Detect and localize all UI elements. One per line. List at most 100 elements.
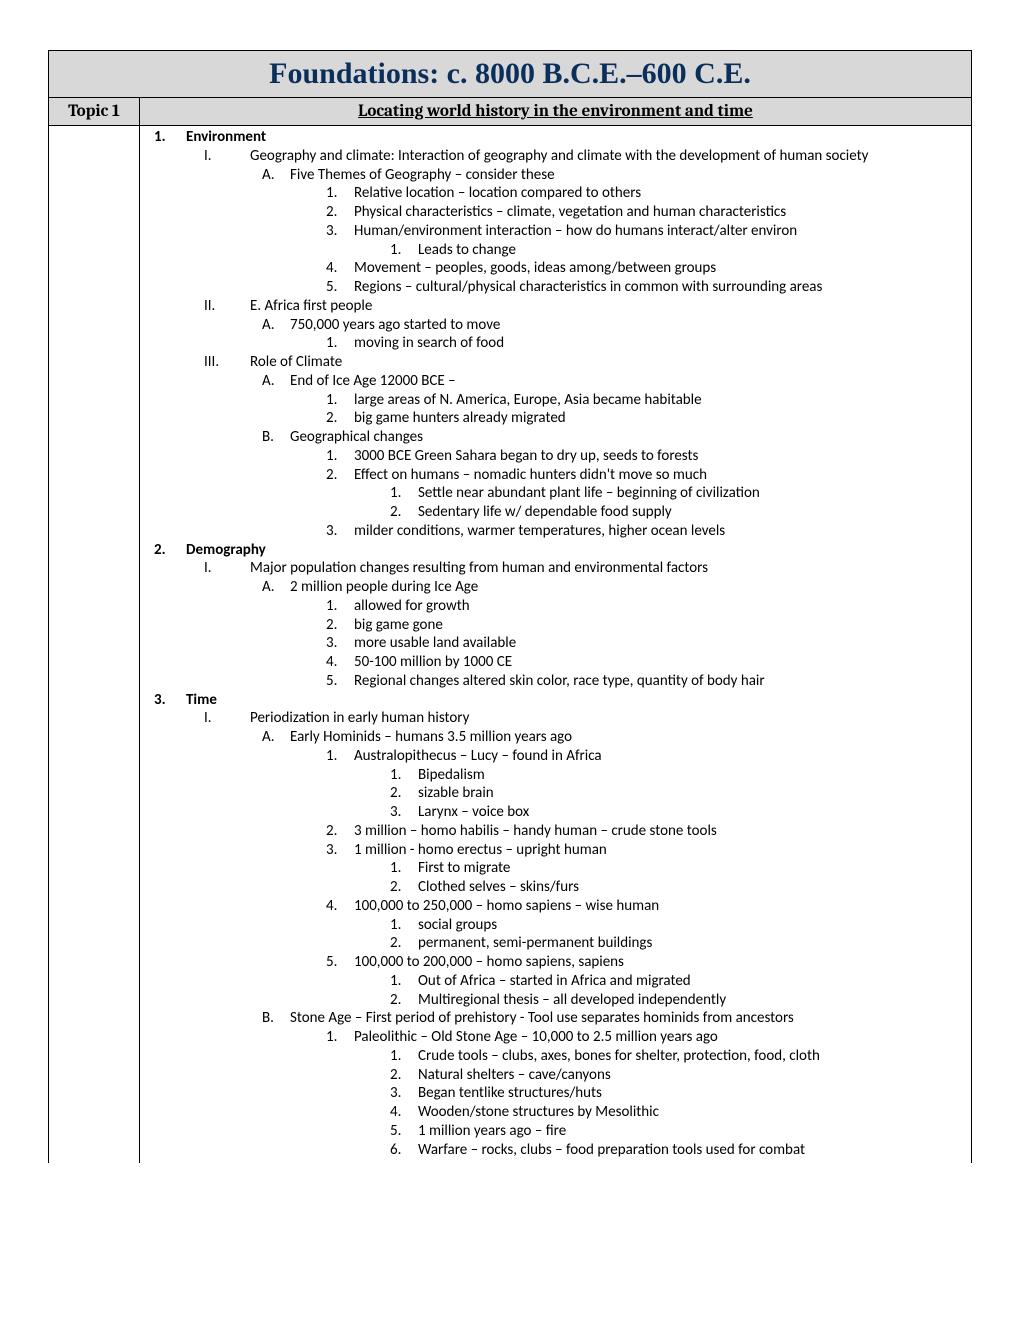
outline-marker: 1. [326, 1028, 337, 1047]
outline-text: End of Ice Age 12000 BCE – [290, 372, 456, 390]
outline-item: 3. milder conditions, warmer temperatures… [290, 522, 963, 541]
outline-text: 100,000 to 250,000 – homo sapiens – wise… [354, 897, 659, 915]
outline-text: Role of Climate [250, 353, 342, 371]
outline-text: Effect on humans – nomadic hunters didn'… [354, 466, 707, 484]
outline-text: Crude tools – clubs, axes, bones for she… [418, 1047, 820, 1065]
outline-text: 3000 BCE Green Sahara began to dry up, s… [354, 447, 698, 465]
outline-marker: I. [204, 559, 212, 578]
outline-item: 6.Warfare – rocks, clubs – food preparat… [354, 1141, 963, 1160]
outline-marker: 2. [326, 409, 337, 428]
outline-item: 3.Larynx – voice box [354, 803, 963, 822]
outline-item: I.Geography and climate: Interaction of … [186, 147, 963, 297]
outline-marker: 5. [326, 953, 337, 972]
outline-item: 5. 100,000 to 200,000 – homo sapiens, sap… [290, 953, 963, 1009]
outline-marker: 5. [326, 278, 337, 297]
outline-marker: 1. [326, 597, 337, 616]
outline-item: 4.Movement – peoples, goods, ideas among… [290, 259, 963, 278]
outline-marker: I. [204, 147, 212, 166]
outline-item: 2. big game hunters already migrated [290, 409, 963, 428]
outline-text: Movement – peoples, goods, ideas among/b… [354, 259, 716, 277]
outline-marker: 4. [326, 653, 337, 672]
outline-item: 1.allowed for growth [290, 597, 963, 616]
outline-marker: 2. [390, 1066, 401, 1085]
outline-text: Settle near abundant plant life – beginn… [418, 484, 760, 502]
outline-text: Relative location – location compared to… [354, 184, 641, 202]
outline-marker: A. [262, 372, 275, 391]
outline-text: Multiregional thesis – all developed ind… [418, 991, 726, 1009]
outline-item: 5.1 million years ago – fire [354, 1122, 963, 1141]
outline-marker: 1. [390, 972, 401, 991]
outline-text: Five Themes of Geography – consider thes… [290, 166, 555, 184]
outline-marker: B. [262, 1009, 274, 1028]
outline-marker: 1. [390, 241, 401, 260]
outline-item: 3.TimeI.Periodization in early human his… [148, 691, 963, 1160]
outline-marker: 3. [326, 522, 337, 541]
outline-text: 3 million – homo habilis – handy human –… [354, 822, 717, 840]
outline-marker: 1. [390, 859, 401, 878]
outline-marker: 2. [326, 822, 337, 841]
outline-text: 100,000 to 200,000 – homo sapiens, sapie… [354, 953, 624, 971]
outline-text: Australopithecus – Lucy – found in Afric… [354, 747, 602, 765]
outline-content: 1.EnvironmentI.Geography and climate: In… [140, 126, 972, 1164]
outline-item: 2.permanent, semi-permanent buildings [354, 934, 963, 953]
outline-marker: 2. [326, 203, 337, 222]
outline-text: moving in search of food [354, 334, 504, 352]
outline-marker: 1. [390, 1047, 401, 1066]
outline-text: Sedentary life w/ dependable food supply [418, 503, 672, 521]
outline-text: 750,000 years ago started to move [290, 316, 500, 334]
outline-marker: 4. [390, 1103, 401, 1122]
outline-item: A.Early Hominids – humans 3.5 million ye… [250, 728, 963, 1009]
left-gutter [49, 126, 140, 1164]
outline-marker: 3. [326, 841, 337, 860]
outline-text: Bipedalism [418, 766, 485, 784]
outline-item: 4. Wooden/stone structures by Mesolithic [354, 1103, 963, 1122]
outline-item: A.750,000 years ago started to move1.mov… [250, 316, 963, 354]
outline-item: A.2 million people during Ice Age1.allow… [250, 578, 963, 691]
outline-item: 2. Clothed selves – skins/furs [354, 878, 963, 897]
outline-text: Major population changes resulting from … [250, 559, 708, 577]
outline-text: Wooden/stone structures by Mesolithic [418, 1103, 659, 1121]
outline-text: Larynx – voice box [418, 803, 529, 821]
outline-item: 2.Natural shelters – cave/canyons [354, 1066, 963, 1085]
outline-text: 50-100 million by 1000 CE [354, 653, 512, 671]
outline-item: 2.Multiregional thesis – all developed i… [354, 991, 963, 1010]
outline-marker: 2. [390, 878, 401, 897]
outline-text: First to migrate [418, 859, 510, 877]
outline-item: 1.social groups [354, 916, 963, 935]
outline-item: A.Five Themes of Geography – consider th… [250, 166, 963, 297]
outline-text: Stone Age – First period of prehistory -… [290, 1009, 794, 1027]
outline-marker: 3. [326, 634, 337, 653]
outline-text: big game hunters already migrated [354, 409, 566, 427]
outline-marker: II. [204, 297, 215, 316]
outline-marker: 5. [390, 1122, 401, 1141]
outline-marker: 2. [154, 541, 166, 560]
outline-text: Time [186, 691, 217, 709]
outline-item: B. Stone Age – First period of prehistory… [250, 1009, 963, 1159]
outline-text: Regions – cultural/physical characterist… [354, 278, 822, 296]
outline-item: 2.DemographyI.Major population changes r… [148, 541, 963, 691]
outline-text: social groups [418, 916, 497, 934]
outline-text: Physical characteristics – climate, vege… [354, 203, 786, 221]
outline-text: Clothed selves – skins/furs [418, 878, 579, 896]
page-title: Foundations: c. 8000 B.C.E.–600 C.E. [269, 57, 751, 90]
outline-marker: 3. [390, 1084, 401, 1103]
outline-item: 1.Out of Africa – started in Africa and … [354, 972, 963, 991]
outline-text: Human/environment interaction – how do h… [354, 222, 797, 240]
outline-marker: 1. [326, 447, 337, 466]
outline-item: 1. 3000 BCE Green Sahara began to dry up,… [290, 447, 963, 466]
outline-item: 1.EnvironmentI.Geography and climate: In… [148, 128, 963, 541]
outline-marker: 1. [326, 184, 337, 203]
outline-item: 2. Physical characteristics – climate, ve… [290, 203, 963, 222]
outline-marker: 2. [390, 784, 401, 803]
outline-item: 1.Paleolithic – Old Stone Age – 10,000 t… [290, 1028, 963, 1159]
outline-item: 2. big game gone [290, 616, 963, 635]
outline-item: 5.Regional changes altered skin color, r… [290, 672, 963, 691]
outline-marker: 2. [326, 616, 337, 635]
outline-marker: B. [262, 428, 274, 447]
outline-text: 1 million - homo erectus – upright human [354, 841, 607, 859]
topic-title: Locating world history in the environmen… [140, 98, 972, 126]
outline-item: 2.sizable brain [354, 784, 963, 803]
outline-text: big game gone [354, 616, 443, 634]
outline-marker: 1. [390, 484, 401, 503]
outline-text: milder conditions, warmer temperatures, … [354, 522, 725, 540]
